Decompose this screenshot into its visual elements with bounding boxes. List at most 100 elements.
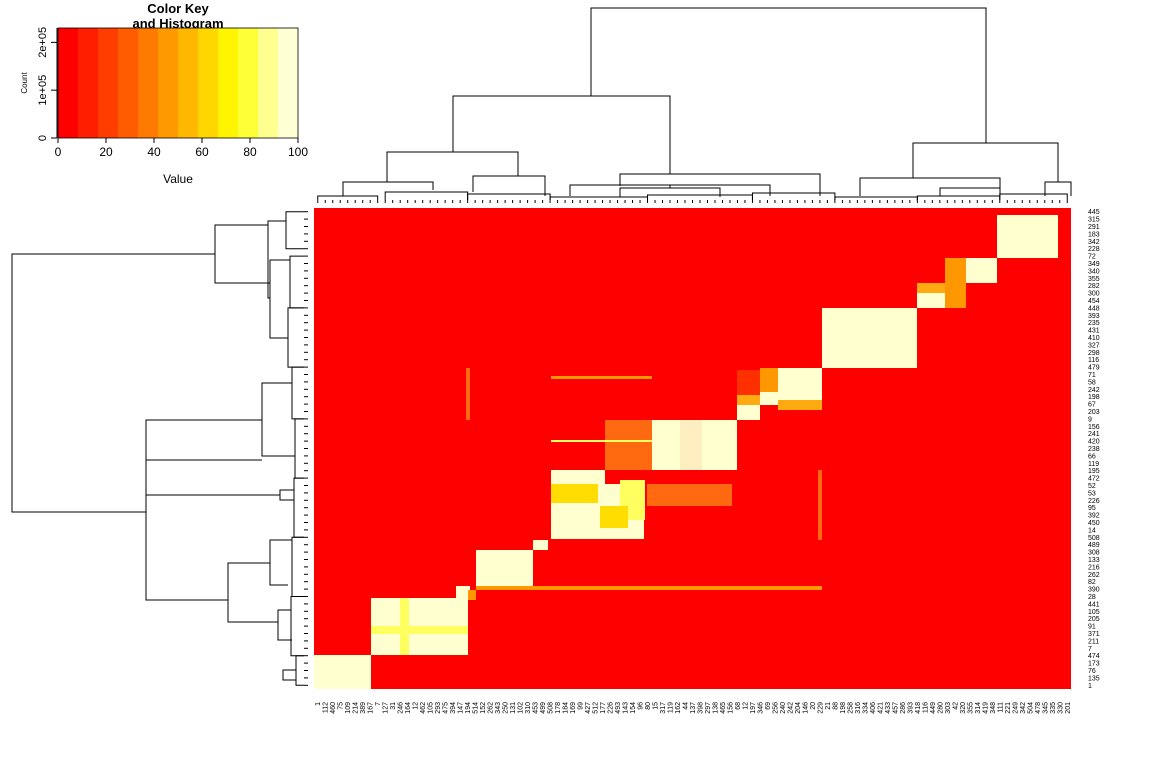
dendrogram-branch: [279, 489, 294, 501]
column-label: 393: [907, 702, 914, 714]
row-label: 454: [1088, 298, 1100, 305]
color-key-title-line2: and Histogram: [132, 16, 223, 31]
row-label: 156: [1088, 424, 1100, 431]
column-label: 335: [1050, 702, 1057, 714]
row-label: 183: [1088, 231, 1100, 238]
column-labels: 1 112 460 75 109 214 389 167 7 127 31 246 164 12 462 10…: [315, 702, 1072, 714]
column-label: 355: [967, 702, 974, 714]
row-label: 53: [1088, 490, 1096, 497]
dendrogram-branch: [467, 193, 551, 200]
column-label: 80: [645, 702, 652, 710]
heatmap-cell: [737, 370, 760, 395]
dendrogram-branch: [317, 195, 379, 200]
column-label: 346: [757, 702, 764, 714]
row-label: 235: [1088, 320, 1100, 327]
column-label: 7: [375, 702, 382, 706]
row-label: 228: [1088, 246, 1100, 253]
column-label: 465: [720, 702, 727, 714]
column-label: 154: [630, 702, 637, 714]
column-label: 310: [525, 702, 532, 714]
row-label: 431: [1088, 328, 1100, 335]
column-label: 156: [727, 702, 734, 714]
column-label: 162: [675, 702, 682, 714]
row-label: 205: [1088, 616, 1100, 623]
row-label: 355: [1088, 276, 1100, 283]
column-label: 280: [937, 702, 944, 714]
row-label: 1: [1088, 683, 1092, 690]
column-label: 143: [623, 702, 630, 714]
color-key-x-axis: 0 20 40 60 80 100: [55, 138, 308, 159]
dendrogram-branch: [227, 562, 278, 623]
column-label: 44: [683, 702, 690, 710]
column-label: 508: [548, 702, 555, 714]
row-label: 450: [1088, 520, 1100, 527]
column-label: 164: [405, 702, 412, 714]
column-label: 462: [420, 702, 427, 714]
column-label: 201: [1065, 702, 1072, 714]
color-key-bands: [57, 27, 299, 139]
dendrogram-branch: [342, 181, 434, 196]
dendrogram-branch: [912, 142, 1059, 182]
color-key-x-tick-label: 100: [288, 145, 308, 159]
column-label: 475: [443, 702, 450, 714]
dendrogram-branch: [999, 193, 1068, 200]
row-label: 327: [1088, 342, 1100, 349]
column-label: 262: [488, 702, 495, 714]
column-label: 15: [653, 702, 660, 710]
row-label: 28: [1088, 594, 1096, 601]
color-key-band: [98, 28, 119, 138]
dendrogram-branch: [669, 184, 771, 196]
column-label: 109: [345, 702, 352, 714]
column-label: 127: [383, 702, 390, 714]
column-label: 419: [982, 702, 989, 714]
heatmap-cell: [822, 308, 917, 368]
row-label: 308: [1088, 550, 1100, 557]
row-label: 291: [1088, 224, 1100, 231]
column-label: 147: [458, 702, 465, 714]
row-label: 173: [1088, 661, 1100, 668]
color-key-band: [158, 28, 179, 138]
row-label: 119: [1088, 461, 1099, 468]
column-label: 194: [465, 702, 472, 714]
column-label: 102: [518, 702, 525, 714]
row-label: 226: [1088, 498, 1100, 505]
dendrogram-branch: [384, 191, 469, 200]
column-label: 398: [697, 702, 704, 714]
column-label: 460: [330, 702, 337, 714]
column-label: 246: [398, 702, 405, 714]
column-label: 12: [413, 702, 420, 710]
row-label: 211: [1088, 638, 1099, 645]
color-key: Color Key and Histogram 0 20 40 60 80 100 0 1e…: [20, 1, 308, 186]
color-key-x-tick-label: 20: [99, 145, 113, 159]
column-label: 242: [787, 702, 794, 714]
column-label: 320: [960, 702, 967, 714]
color-key-band: [257, 28, 279, 138]
column-label: 138: [712, 702, 719, 714]
color-key-band: [77, 28, 99, 138]
dendrogram-branch: [295, 655, 304, 686]
column-label: 286: [900, 702, 907, 714]
dendrogram-branch: [214, 224, 270, 284]
row-label: 133: [1088, 557, 1100, 564]
column-label: 21: [825, 702, 832, 710]
dendrogram-branch: [261, 382, 295, 457]
column-label: 389: [360, 702, 367, 714]
dendrogram-branch: [282, 669, 296, 681]
row-label: 82: [1088, 579, 1096, 586]
column-label: 198: [840, 702, 847, 714]
heatmap-cell: [818, 470, 822, 540]
color-key-band: [178, 28, 199, 138]
dendrogram-branch: [267, 220, 286, 299]
column-label: 499: [540, 702, 547, 714]
dendrogram-branch: [386, 151, 519, 182]
row-label: 7: [1088, 646, 1092, 653]
row-label: 448: [1088, 305, 1100, 312]
color-key-x-tick-label: 60: [195, 145, 209, 159]
dendrogram-branch: [289, 255, 304, 309]
color-key-band: [137, 28, 159, 138]
heatmap-cell: [680, 420, 702, 470]
row-label: 393: [1088, 313, 1100, 320]
column-label: 249: [1012, 702, 1019, 714]
row-label: 195: [1088, 468, 1100, 475]
column-label: 184: [563, 702, 570, 714]
